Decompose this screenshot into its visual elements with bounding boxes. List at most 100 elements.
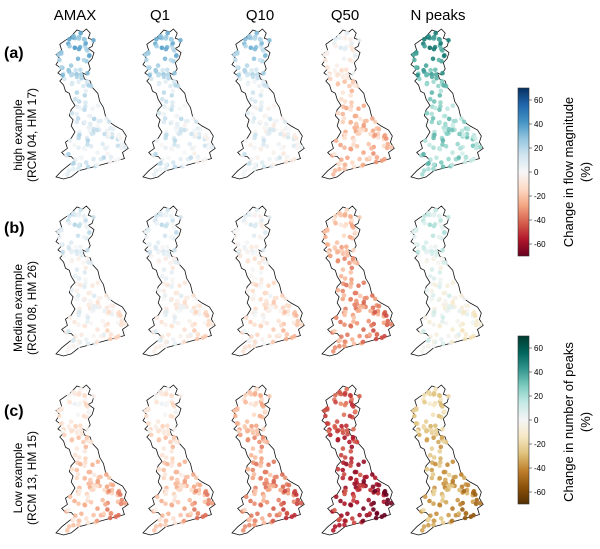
station-point (98, 118, 103, 124)
station-point (69, 81, 75, 87)
station-point (84, 256, 90, 261)
station-point (278, 487, 283, 493)
station-point (182, 327, 187, 332)
station-point (82, 270, 88, 275)
station-point (441, 260, 446, 265)
station-point (252, 322, 257, 327)
station-point (436, 260, 441, 266)
station-point (75, 293, 81, 298)
station-point (57, 57, 62, 63)
map-c-amax (55, 384, 129, 536)
station-point (348, 475, 354, 481)
station-point (74, 467, 80, 473)
station-point (156, 81, 162, 87)
station-point (424, 110, 430, 116)
station-point (342, 213, 348, 218)
station-point (443, 298, 448, 304)
station-point (258, 502, 264, 508)
station-point (82, 37, 87, 42)
station-point (426, 161, 431, 166)
station-point (337, 166, 342, 172)
station-point (430, 472, 436, 477)
station-point (172, 498, 177, 503)
station-point (436, 413, 442, 419)
station-point (188, 332, 194, 337)
station-point (85, 426, 90, 432)
station-point (71, 343, 76, 349)
station-point (163, 166, 168, 172)
station-point (74, 90, 80, 95)
station-point (450, 478, 456, 484)
station-point (98, 474, 103, 480)
station-point (250, 267, 256, 272)
station-point (440, 225, 445, 230)
station-point (238, 76, 243, 82)
station-point (205, 322, 211, 328)
station-point (457, 131, 462, 137)
station-point (338, 96, 344, 102)
station-point (145, 65, 151, 70)
station-point (440, 520, 446, 526)
station-point (158, 166, 163, 172)
station-point (264, 477, 269, 483)
station-point (421, 328, 426, 334)
station-point (71, 390, 76, 395)
gb-outline (231, 384, 305, 536)
station-point (161, 251, 167, 257)
station-point (433, 461, 438, 467)
station-point (337, 517, 342, 522)
station-point (322, 408, 327, 414)
station-point (440, 138, 446, 143)
station-point (284, 155, 290, 160)
station-point (433, 282, 438, 288)
station-point (371, 507, 376, 512)
station-point (197, 126, 203, 132)
station-point (241, 349, 246, 354)
station-point (430, 293, 436, 298)
station-point (74, 267, 80, 272)
station-point (440, 341, 446, 347)
station-point (193, 119, 199, 125)
station-point (178, 293, 184, 299)
station-point (429, 288, 435, 294)
station-point (282, 119, 288, 125)
station-point (153, 69, 159, 74)
station-point (159, 401, 165, 407)
station-point (332, 507, 337, 513)
station-point (182, 506, 187, 511)
station-point (247, 161, 252, 166)
station-point (348, 93, 354, 98)
station-point (361, 122, 367, 128)
station-point (337, 161, 342, 166)
station-point (252, 223, 258, 229)
station-point (103, 502, 108, 507)
station-point (345, 332, 350, 338)
station-point (460, 151, 465, 156)
station-point (171, 516, 176, 521)
station-point (172, 138, 178, 143)
station-point (264, 321, 270, 326)
station-point (341, 472, 347, 477)
station-point (72, 319, 77, 325)
station-point (431, 343, 436, 349)
station-point (158, 390, 163, 395)
station-point (420, 349, 425, 354)
station-point (332, 345, 338, 350)
station-point (169, 214, 174, 219)
station-point (473, 501, 479, 507)
station-point (261, 319, 266, 324)
station-point (463, 511, 469, 516)
station-point (109, 491, 115, 496)
station-point (349, 88, 355, 94)
station-point (69, 110, 75, 116)
gb-outline (410, 28, 484, 180)
station-point (431, 435, 436, 440)
station-point (118, 313, 123, 318)
station-point (195, 511, 201, 516)
station-point (172, 70, 177, 76)
station-point (352, 83, 357, 88)
station-point (349, 40, 354, 46)
station-point (200, 335, 206, 340)
station-point (56, 229, 61, 235)
station-point (423, 240, 429, 245)
